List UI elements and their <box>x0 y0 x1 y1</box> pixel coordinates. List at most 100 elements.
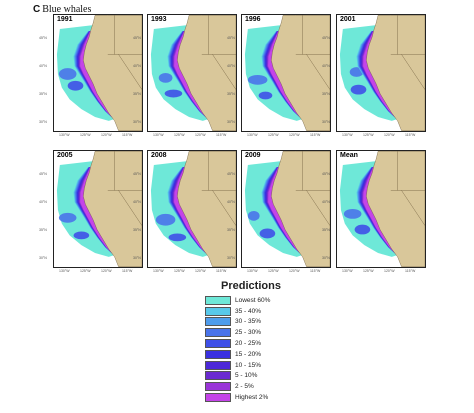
offshore-patch <box>258 91 273 100</box>
map-svg <box>339 15 425 131</box>
panel-label: 1991 <box>57 16 73 23</box>
land <box>83 15 142 131</box>
state-border <box>118 54 142 90</box>
legend-label: 25 - 30% <box>235 329 262 337</box>
legend-label: 15 - 20% <box>235 350 262 358</box>
legend-swatch <box>205 339 231 349</box>
prediction-band <box>80 166 116 255</box>
legend-swatch <box>205 382 231 392</box>
panel-label: 2009 <box>245 152 261 159</box>
legend-swatch <box>205 393 231 403</box>
lat-label: 30°N <box>133 120 141 124</box>
lat-label: 35°N <box>133 228 141 232</box>
lon-label: 130°W <box>153 133 164 137</box>
legend-label: Highest 2% <box>235 394 269 402</box>
legend: Predictions Lowest 60% 35 - 40% 30 - 35% 25… <box>205 280 297 403</box>
offshore-patch <box>67 80 84 91</box>
lon-label: 125°W <box>174 269 185 273</box>
offshore-patch <box>155 213 176 226</box>
figure-title-text: Blue whales <box>42 4 92 15</box>
lat-label: 45°N <box>133 36 141 40</box>
panel-label: 2008 <box>151 152 167 159</box>
lat-label: 30°N <box>322 120 330 124</box>
offshore-patch <box>158 73 173 83</box>
legend-item: 20 - 25% <box>205 338 297 349</box>
lon-label: 125°W <box>363 269 374 273</box>
legend-item: Lowest 60% <box>205 295 297 306</box>
legend-label: Lowest 60% <box>235 296 271 304</box>
legend-label: 20 - 25% <box>235 340 262 348</box>
legend-item: 15 - 20% <box>205 349 297 360</box>
map-svg <box>150 151 236 267</box>
lat-label: 45°N <box>39 172 47 176</box>
legend-item: 35 - 40% <box>205 306 297 317</box>
lat-label: 45°N <box>322 36 330 40</box>
lon-label: 125°W <box>268 133 279 137</box>
land <box>177 151 236 267</box>
lon-label: 115°W <box>405 269 416 273</box>
map-panel: 2005 <box>53 150 143 268</box>
legend-rows: Lowest 60% 35 - 40% 30 - 35% 25 - 30% 20 - 2… <box>205 295 297 403</box>
lon-label: 115°W <box>216 133 227 137</box>
legend-swatch <box>205 328 231 338</box>
lat-label: 35°N <box>39 92 47 96</box>
legend-item: Highest 2% <box>205 392 297 403</box>
map-panel: 1993 <box>147 14 237 132</box>
lon-label: 120°W <box>195 133 206 137</box>
state-border <box>212 190 236 226</box>
lon-label: 130°W <box>342 269 353 273</box>
lat-label: 40°N <box>322 64 330 68</box>
lon-label: 120°W <box>289 269 300 273</box>
lon-label: 115°W <box>405 133 416 137</box>
legend-swatch <box>205 349 231 359</box>
lon-label: 120°W <box>195 269 206 273</box>
lat-label: 35°N <box>133 92 141 96</box>
lon-label: 115°W <box>310 133 321 137</box>
prediction-band <box>174 166 210 255</box>
lon-label: 130°W <box>59 269 70 273</box>
lon-label: 130°W <box>247 269 258 273</box>
offshore-patch <box>168 233 187 242</box>
lat-label: 30°N <box>133 256 141 260</box>
lat-label: 45°N <box>322 172 330 176</box>
offshore-patch <box>73 231 90 240</box>
offshore-patch <box>58 212 77 223</box>
lat-label: 40°N <box>227 64 235 68</box>
figure-title: C Blue whales <box>33 4 91 15</box>
offshore-patch <box>350 84 367 95</box>
state-border <box>401 54 425 90</box>
state-border <box>306 190 330 226</box>
lon-label: 125°W <box>80 133 91 137</box>
state-border <box>306 54 330 90</box>
land <box>271 15 330 131</box>
prediction-band <box>268 166 304 255</box>
lat-label: 40°N <box>322 200 330 204</box>
legend-swatch <box>205 360 231 370</box>
lat-label: 40°N <box>133 200 141 204</box>
map-svg <box>56 15 142 131</box>
panel-label: 2001 <box>340 16 356 23</box>
lon-label: 115°W <box>310 269 321 273</box>
lat-label: 45°N <box>227 36 235 40</box>
legend-label: 10 - 15% <box>235 361 262 369</box>
land <box>177 15 236 131</box>
lon-label: 120°W <box>289 133 300 137</box>
prediction-band <box>268 30 304 119</box>
lat-label: 30°N <box>227 256 235 260</box>
map-panel: 2001 <box>336 14 426 132</box>
lat-label: 35°N <box>322 92 330 96</box>
offshore-patch <box>354 224 371 235</box>
legend-swatch <box>205 317 231 327</box>
lat-label: 40°N <box>133 64 141 68</box>
lon-label: 115°W <box>122 269 133 273</box>
land <box>366 15 425 131</box>
lon-label: 130°W <box>153 269 164 273</box>
map-panel: 2008 <box>147 150 237 268</box>
lat-label: 30°N <box>39 256 47 260</box>
land <box>271 151 330 267</box>
legend-swatch <box>205 371 231 381</box>
panel-label: 1993 <box>151 16 167 23</box>
lat-label: 35°N <box>227 92 235 96</box>
prediction-band <box>80 30 116 119</box>
legend-item: 25 - 30% <box>205 327 297 338</box>
